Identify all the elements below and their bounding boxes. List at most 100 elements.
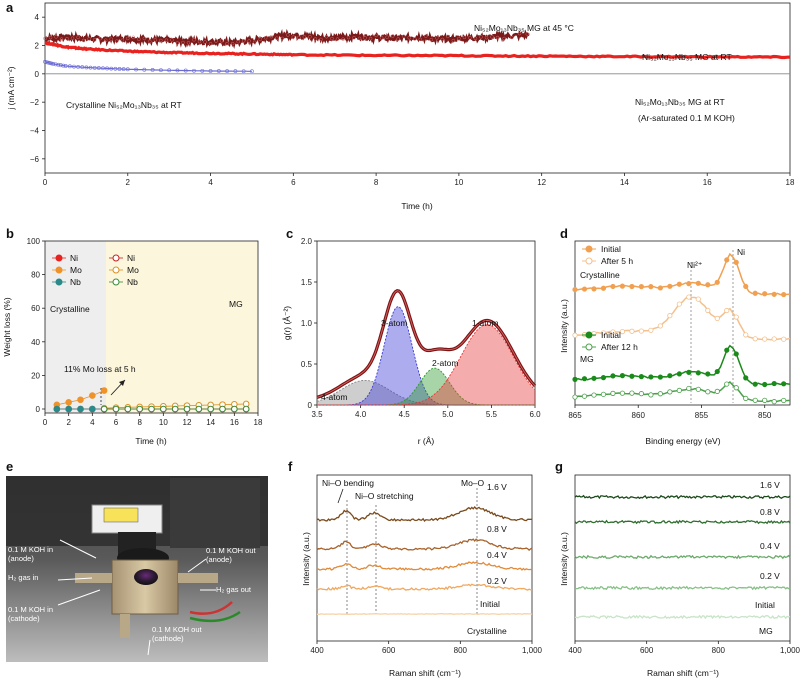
- panel-c-peak-3: 3-atom: [381, 318, 407, 328]
- panel-a-mg45-point: [236, 39, 240, 44]
- panel-a-mg45-point: [390, 34, 395, 38]
- panel-d-trace-point: [657, 391, 663, 397]
- panel-g-trace-label: 1.6 V: [760, 480, 780, 490]
- panel-a-ytick-label: 4: [35, 13, 40, 22]
- panel-a-chart: j (mA cm⁻²) Time (h) 0 2 4 6 8 10 12 14 16 18 420…: [6, 2, 795, 211]
- panel-d-trace-point: [771, 336, 777, 342]
- panel-d-trace-point: [667, 373, 673, 379]
- panel-a-crystalline-point: [121, 67, 126, 72]
- panel-a-mg45-point: [197, 39, 202, 44]
- panel-d-trace-point: [619, 373, 626, 379]
- panel-d-trace-point: [572, 394, 578, 400]
- panel-a-ytick-label: −6: [30, 155, 40, 164]
- panel-c-peak-2: 2-atom: [432, 358, 458, 368]
- panel-a-mg45-point: [192, 38, 196, 42]
- panel-b-point-mo: [100, 387, 108, 394]
- panel-d-trace-point: [676, 371, 682, 377]
- panel-label-g: g: [555, 459, 563, 474]
- panel-a-crystalline-point: [200, 68, 205, 73]
- panel-f-trace: [316, 505, 533, 522]
- panel-g-trace: [574, 585, 791, 591]
- panel-a-mg45-point: [98, 36, 102, 41]
- panel-c-fit-curve: [316, 290, 536, 398]
- panel-d-trace-point: [581, 286, 588, 292]
- panel-a-mg45-point: [92, 38, 97, 42]
- panel-a-crystalline-point: [117, 67, 122, 71]
- panel-g-series: [574, 494, 791, 620]
- panel-d-trace-point: [752, 290, 758, 296]
- panel-b-legend-marker: [112, 278, 120, 286]
- panel-a-xtick-label: 4: [208, 178, 213, 187]
- panel-b-legend-label: Nb: [127, 277, 138, 287]
- panel-a-crystalline-point: [72, 64, 76, 69]
- panel-b-point-nb: [53, 405, 61, 413]
- panel-a-mg45-point: [54, 35, 58, 39]
- panel-d-trace-point: [724, 307, 730, 314]
- panel-a-mg45-point: [230, 41, 235, 46]
- flow-cell-window: [134, 569, 158, 585]
- panel-c-xtick-label: 5.5: [486, 410, 498, 419]
- panel-d-trace-point: [638, 391, 644, 397]
- panel-a-mg45-point: [170, 38, 174, 42]
- panel-b-point-nb: [65, 405, 72, 413]
- panel-e-label-koh-in-cathode: 0.1 M KOH in: [8, 605, 53, 614]
- panel-f-band-stretching: Ni–O stretching: [355, 491, 414, 501]
- photo-equipment: [170, 478, 260, 548]
- panel-b-region-label-crystalline: Crystalline: [50, 304, 90, 314]
- laser-warning-label: [103, 507, 139, 523]
- panel-d-trace-point: [667, 389, 673, 395]
- panel-a-mg45-point: [424, 34, 428, 38]
- panel-f-xticks: 400 600 800 1,000: [310, 641, 543, 655]
- panel-a-crystalline-point: [96, 66, 101, 70]
- panel-d-chart: Intensity (a.u.) Binding energy (eV) 865…: [559, 240, 791, 446]
- panel-d-trace-point: [743, 375, 749, 381]
- panel-d-trace-point: [581, 376, 588, 382]
- panel-e-label-koh-out-anode: (anode): [206, 555, 232, 564]
- panel-d-trace-point: [619, 329, 626, 335]
- panel-d-trace-point: [705, 282, 711, 288]
- panel-d-trace-point: [610, 373, 616, 379]
- panel-a-xtick-label: 6: [291, 178, 296, 187]
- panel-a-crystalline-point: [208, 69, 213, 73]
- panel-d-trace-point: [714, 279, 720, 285]
- panel-d-legend-label: Initial: [601, 244, 621, 254]
- panel-b-legend-label: Mo: [127, 265, 139, 275]
- panel-d-trace-point: [705, 307, 711, 313]
- panel-c-xticks: 3.5 4.0 4.5 5.0 5.5 6.0: [311, 405, 541, 419]
- panel-a-crystalline-point: [84, 65, 89, 70]
- panel-a-mg45-point: [142, 36, 147, 41]
- panel-a-xtick-label: 8: [374, 178, 379, 187]
- panel-a-crystalline-point: [67, 64, 72, 69]
- panel-a-mg45-point: [103, 38, 108, 42]
- panel-a-crystalline-point: [53, 62, 58, 67]
- panel-d-trace-point: [695, 370, 701, 376]
- panel-a-crystalline-point: [113, 66, 118, 71]
- panel-label-c: c: [286, 226, 293, 241]
- panel-d-xtick-label: 855: [695, 411, 709, 420]
- panel-a-mg45-point: [440, 37, 445, 42]
- panel-d-trace-point: [676, 281, 682, 287]
- panel-d-trace-point: [705, 389, 711, 395]
- panel-c-ytick-label: 1.5: [301, 278, 313, 287]
- panel-b-legend-marker: [55, 254, 63, 262]
- panel-a-crystalline-point: [46, 60, 51, 65]
- panel-d-xtick-label: 865: [568, 411, 582, 420]
- pointer-h2-in: [57, 577, 93, 581]
- panel-d-trace-point: [676, 387, 682, 393]
- panel-f-xtick-label: 800: [454, 646, 468, 655]
- panel-b-xtick-label: 6: [114, 418, 119, 427]
- panel-c-xtick-label: 3.5: [311, 410, 323, 419]
- panel-g-trace: [574, 519, 791, 525]
- panel-a-crystalline-point: [56, 62, 61, 67]
- panel-d-trace-point: [572, 332, 578, 338]
- panel-d-legend-marker: [585, 257, 593, 265]
- panel-c-xlabel: r (Å): [418, 436, 435, 446]
- pointer-koh-in-cathode: [57, 589, 101, 606]
- panel-d-xtick-label: 860: [632, 411, 646, 420]
- panel-a-mg45-point: [473, 36, 478, 41]
- panel-c-peak-outline: [316, 379, 535, 406]
- panel-a-mg45-point: [120, 38, 125, 42]
- panel-a-mg45-point: [241, 39, 246, 43]
- panel-d-trace-point: [667, 283, 673, 289]
